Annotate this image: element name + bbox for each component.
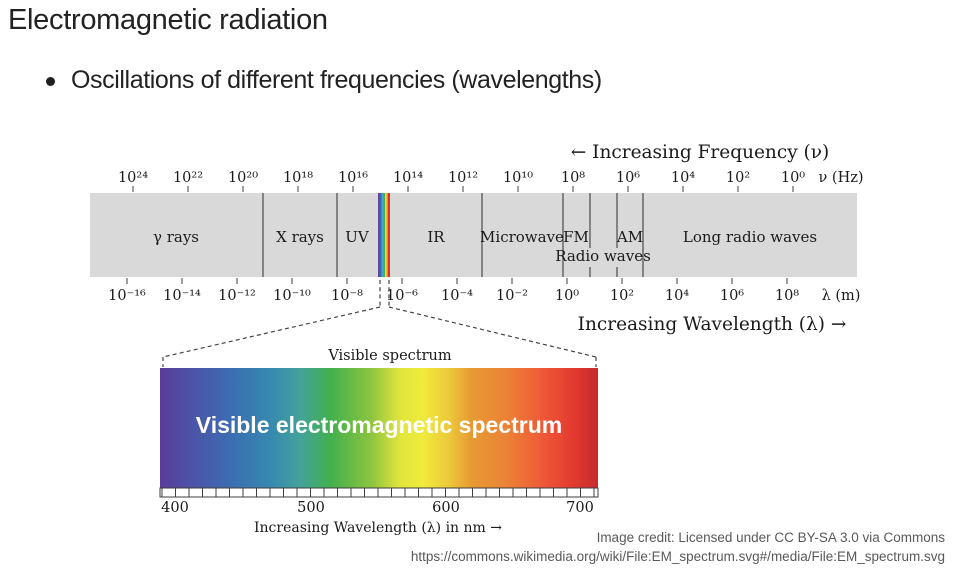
visible-light-strip (378, 193, 390, 277)
visible-spectrum-gradient (160, 368, 598, 488)
visible-spectrum-overlay-text: Visible electromagnetic spectrum (196, 412, 562, 438)
wav-tick-label: 10² (610, 288, 634, 304)
wav-tick-label: 10⁴ (665, 288, 689, 304)
band-label-am: AM (616, 228, 643, 246)
wav-tick-label: 10⁻¹⁴ (163, 288, 201, 304)
frequency-unit-label: ν (Hz) (818, 170, 863, 186)
band-label-microwave: Microwave (480, 228, 564, 246)
freq-tick-label: 10¹² (448, 170, 478, 186)
credit-source-url: https://commons.wikimedia.org/wiki/File:… (410, 549, 945, 564)
wav-tick-label: 10⁶ (720, 288, 744, 304)
spectrum-band: γ rays X rays UV IR Microwave FM AM Long… (90, 193, 857, 277)
wavelength-tick-marks (126, 278, 788, 284)
nm-tick-label: 500 (297, 500, 325, 516)
freq-tick-label: 10¹⁸ (283, 170, 313, 186)
band-dividers-partial (589, 193, 618, 277)
band-label-radio-waves: Radio waves (555, 247, 651, 265)
wav-tick-label: 10⁻¹⁰ (273, 288, 311, 304)
wav-tick-label: 10⁻⁸ (331, 288, 363, 304)
wavelength-axis-title: Increasing Wavelength (λ) → (578, 314, 847, 335)
nm-axis-title: Increasing Wavelength (λ) in nm → (254, 520, 502, 536)
zoom-funnel-dashes (162, 280, 597, 367)
em-spectrum-diagram: ← Increasing Frequency (ν) 10²⁴ 10²² 10²… (90, 142, 864, 536)
freq-tick-label: 10²⁴ (118, 170, 148, 186)
freq-tick-label: 10⁴ (671, 170, 695, 186)
wav-tick-label: 10⁰ (555, 288, 579, 304)
band-dividers (262, 193, 644, 277)
nm-tick-label: 700 (566, 500, 594, 516)
freq-tick-label: 10¹⁴ (393, 170, 423, 186)
freq-tick-label: 10¹⁶ (338, 170, 368, 186)
band-label-ir: IR (427, 228, 445, 246)
visible-spectrum-label: Visible spectrum (327, 348, 452, 364)
freq-tick-label: 10⁸ (561, 170, 585, 186)
wav-tick-label: 10⁻⁶ (386, 288, 418, 304)
wav-tick-label: 10⁻² (496, 288, 528, 304)
freq-tick-label: 10⁶ (616, 170, 640, 186)
freq-tick-marks (132, 186, 794, 192)
band-label-xrays: X rays (276, 228, 324, 246)
nm-tick-label: 600 (432, 500, 460, 516)
band-label-fm: FM (563, 228, 589, 246)
bullet-text: Oscillations of different frequencies (w… (71, 66, 602, 94)
wav-tick-label: 10⁸ (775, 288, 799, 304)
band-background (90, 193, 857, 277)
wavelength-axis: 10⁻¹⁶ 10⁻¹⁴ 10⁻¹² 10⁻¹⁰ 10⁻⁸ 10⁻⁶ 10⁻⁴ 1… (108, 278, 860, 335)
band-label-gamma: γ rays (153, 228, 199, 246)
wav-tick-label: 10⁻⁴ (441, 288, 473, 304)
wav-tick-label: 10⁻¹² (218, 288, 256, 304)
band-label-uv: UV (345, 228, 370, 246)
wavelength-unit-label: λ (m) (822, 288, 861, 304)
freq-tick-label: 10¹⁰ (503, 170, 533, 186)
wav-tick-label: 10⁻¹⁶ (108, 288, 146, 304)
nm-ruler-ticks (160, 488, 598, 497)
page-title: Electromagnetic radiation (8, 4, 328, 36)
band-label-long-radio: Long radio waves (683, 228, 817, 246)
frequency-axis: ← Increasing Frequency (ν) 10²⁴ 10²² 10²… (118, 142, 864, 192)
bullet-marker-icon (46, 77, 55, 86)
freq-tick-label: 10² (726, 170, 750, 186)
image-credit: Image credit: Licensed under CC BY-SA 3.… (411, 528, 945, 566)
frequency-axis-title: ← Increasing Frequency (ν) (571, 142, 829, 163)
credit-license-text: Image credit: Licensed under CC BY-SA 3.… (596, 530, 945, 545)
visible-spectrum-zoom: Visible spectrum Visible electromagnetic… (159, 348, 599, 536)
bullet-item: Oscillations of different frequencies (w… (46, 66, 602, 95)
freq-tick-label: 10⁰ (781, 170, 805, 186)
freq-tick-label: 10²² (173, 170, 203, 186)
freq-tick-label: 10²⁰ (228, 170, 258, 186)
nm-tick-label: 400 (161, 500, 189, 516)
